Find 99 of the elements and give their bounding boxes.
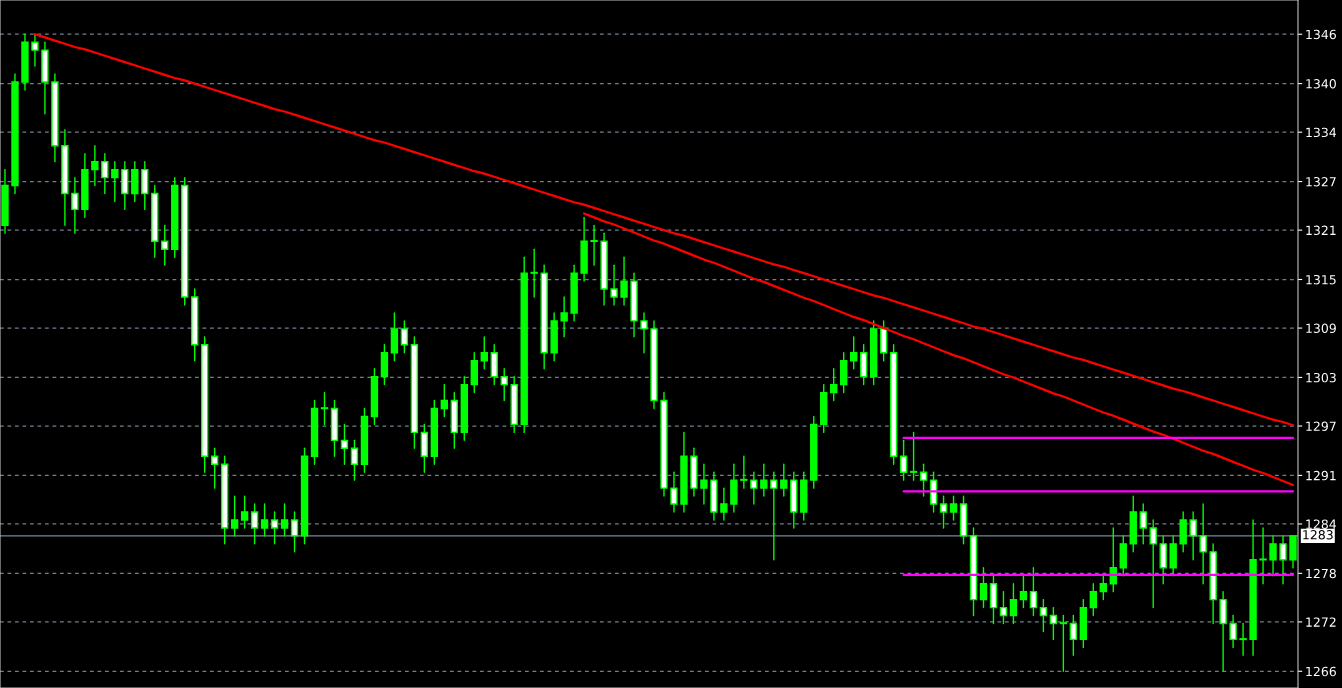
candlestick xyxy=(1159,535,1167,585)
candlestick xyxy=(1089,582,1098,617)
candlestick xyxy=(230,495,239,537)
candlestick xyxy=(1119,535,1127,577)
candlestick xyxy=(999,590,1008,625)
y-tick-label: 1321 xyxy=(1306,225,1336,236)
candlestick xyxy=(1139,503,1147,545)
candlestick xyxy=(929,471,938,513)
candlestick xyxy=(989,575,998,625)
y-tick-label: 1278 xyxy=(1306,568,1336,579)
candlestick xyxy=(720,487,728,521)
y-tick-label: 1297 xyxy=(1306,421,1336,431)
candlestick xyxy=(1239,622,1247,657)
candlestick xyxy=(250,503,259,545)
candlestick xyxy=(1199,503,1207,585)
candlestick xyxy=(620,256,628,306)
y-tick-label: 1309 xyxy=(1306,323,1336,333)
candlestick xyxy=(899,439,908,481)
candlestick xyxy=(71,176,79,235)
y-tick-label: 1340 xyxy=(1306,79,1336,89)
candlestick xyxy=(1269,535,1277,577)
candlestick xyxy=(470,352,478,394)
candlestick xyxy=(400,320,409,354)
candlestick xyxy=(161,224,169,266)
candlestick xyxy=(1179,511,1187,553)
candlestick xyxy=(320,391,329,426)
candlestick xyxy=(849,336,858,370)
candlestick xyxy=(350,439,359,481)
line-series xyxy=(582,212,1295,487)
candlestick xyxy=(500,367,508,402)
candlestick xyxy=(830,367,838,402)
candlestick xyxy=(939,495,948,529)
candlestick xyxy=(1289,535,1297,569)
line-series xyxy=(33,33,1295,427)
candlestick xyxy=(141,160,149,211)
candlestick xyxy=(290,511,299,553)
y-tick-label: 1346 xyxy=(1306,29,1336,40)
candlestick xyxy=(1189,511,1197,561)
candlestick xyxy=(31,33,39,67)
candlestick xyxy=(121,160,129,211)
candlestick xyxy=(590,224,598,266)
candlestick xyxy=(480,336,488,370)
candlestick xyxy=(700,463,708,505)
candlestick xyxy=(750,471,758,505)
candlestick xyxy=(530,248,538,298)
candlestick xyxy=(1149,519,1157,609)
candlestick xyxy=(270,511,279,545)
candlestick xyxy=(490,344,498,386)
candlestick xyxy=(640,312,648,354)
candlestick xyxy=(859,344,868,386)
candlestick xyxy=(1279,535,1287,585)
candlestick xyxy=(380,344,389,386)
candlestick xyxy=(131,160,139,203)
candlestick xyxy=(730,463,738,513)
candlestick xyxy=(1259,527,1267,585)
candlestick xyxy=(560,296,568,338)
candlestick xyxy=(1169,535,1177,577)
candlestick xyxy=(840,352,848,394)
candlestick xyxy=(210,447,219,489)
candlestick xyxy=(879,320,888,362)
y-tick-label: 1291 xyxy=(1306,470,1336,481)
candlestick xyxy=(770,471,778,561)
candlestick xyxy=(1049,606,1058,641)
candlestick xyxy=(760,463,768,497)
y-tick-label: 1266 xyxy=(1306,666,1336,677)
candlestick xyxy=(111,160,119,203)
candlestick xyxy=(390,312,399,362)
candlestick xyxy=(909,431,918,481)
candlestick xyxy=(979,567,988,609)
ref-line-label: 1283 xyxy=(1303,530,1333,540)
candlestick xyxy=(91,145,99,187)
y-tick-label: 1327 xyxy=(1306,177,1336,187)
candlestick xyxy=(740,455,748,489)
candlestick xyxy=(1029,567,1038,617)
y-tick-label: 1315 xyxy=(1306,274,1336,285)
candlestick xyxy=(260,503,269,537)
candlestick xyxy=(440,383,449,418)
candlestick xyxy=(1059,614,1068,672)
candlestick xyxy=(1219,590,1227,672)
y-tick-label: 1334 xyxy=(1306,127,1337,138)
y-tick-label: 1284 xyxy=(1306,519,1337,529)
candlestick xyxy=(949,495,958,521)
candlestick xyxy=(1039,598,1048,633)
candlestick xyxy=(340,423,349,465)
candlestick xyxy=(280,503,289,537)
candlestick xyxy=(1229,614,1237,649)
candlestick xyxy=(919,463,928,497)
y-tick-label: 1303 xyxy=(1306,372,1336,383)
candlestick xyxy=(610,264,618,306)
y-tick-label: 1272 xyxy=(1306,617,1336,627)
candlestick xyxy=(420,423,429,473)
candlestick xyxy=(670,471,678,513)
candlestick xyxy=(101,152,109,195)
candlestick xyxy=(780,463,788,497)
candlestick xyxy=(1019,575,1028,609)
candlestick xyxy=(1009,582,1018,625)
candlestick xyxy=(1099,575,1107,601)
candlestick xyxy=(240,495,249,529)
candlestick xyxy=(1069,614,1078,657)
